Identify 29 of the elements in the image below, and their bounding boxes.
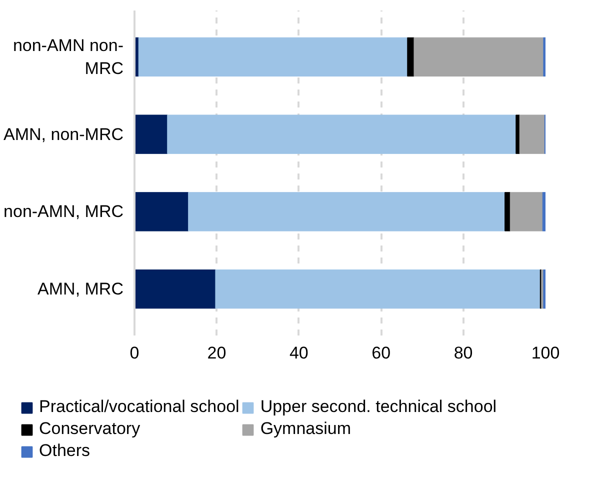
bar: [407, 37, 414, 77]
legend-label: Practical/vocational school: [39, 397, 240, 417]
bar: [519, 114, 545, 154]
bar: [134, 114, 168, 154]
bar: [215, 269, 540, 309]
y-tick-label: non-AMN, MRC: [4, 202, 124, 222]
bar: [134, 192, 189, 232]
bar: [414, 37, 544, 77]
bar: [188, 192, 506, 232]
legend-label: Others: [39, 441, 90, 461]
bar: [134, 269, 216, 309]
bar: [504, 192, 510, 232]
x-tick-label: 20: [207, 344, 226, 362]
legend-label: Gymnasium: [260, 419, 352, 439]
legend-label: Upper second. technical school: [260, 397, 497, 417]
y-tick-label: AMN, MRC: [38, 280, 124, 299]
x-tick-label: 40: [289, 344, 308, 362]
x-tick-label: 100: [531, 344, 560, 362]
bar: [138, 37, 408, 77]
bar: [510, 192, 543, 232]
legend-label: Conservatory: [39, 419, 140, 439]
x-tick-label: 60: [372, 344, 391, 362]
bar: [542, 192, 546, 232]
bar: [167, 114, 516, 154]
y-tick-label: non-AMN non-MRC: [12, 36, 124, 78]
x-tick-label: 80: [454, 344, 473, 362]
x-tick-label: 0: [130, 344, 140, 362]
y-tick-label: AMN, non-MRC: [4, 124, 124, 144]
bar: [516, 114, 520, 154]
